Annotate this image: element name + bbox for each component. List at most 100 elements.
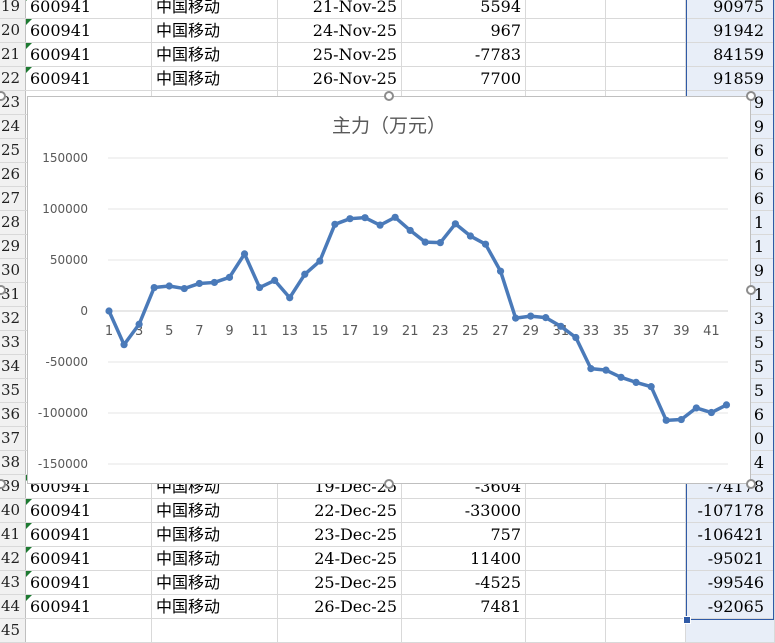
stock-name-cell[interactable]: 中国移动 [152, 547, 278, 570]
row-number[interactable]: 41 [0, 523, 26, 546]
row-number[interactable]: 27 [0, 187, 26, 210]
empty-cell[interactable] [606, 571, 686, 594]
row-number[interactable]: 38 [0, 451, 26, 474]
row-number[interactable]: 34 [0, 355, 26, 378]
chart-resize-handle-right[interactable] [746, 285, 756, 295]
row-number[interactable]: 36 [0, 403, 26, 426]
value-cell[interactable]: -4525 [402, 571, 526, 594]
chart-resize-handle-bottom-right[interactable] [746, 479, 756, 489]
empty-cell[interactable] [526, 595, 606, 618]
empty-cell[interactable] [526, 19, 606, 42]
date-cell[interactable]: 22-Dec-25 [278, 499, 402, 522]
date-cell[interactable]: 26-Dec-25 [278, 595, 402, 618]
empty-cell[interactable] [606, 619, 686, 642]
value-cell[interactable]: 7481 [402, 595, 526, 618]
stock-name-cell[interactable]: 中国移动 [152, 19, 278, 42]
row-number[interactable]: 39 [0, 475, 26, 498]
stock-code-cell[interactable]: 600941 [26, 595, 152, 618]
cumulative-cell[interactable] [686, 619, 775, 642]
empty-cell[interactable] [606, 475, 686, 498]
stock-code-cell[interactable]: 600941 [26, 547, 152, 570]
cumulative-cell[interactable]: -106421 [686, 523, 775, 546]
cumulative-cell[interactable]: 91859 [686, 67, 775, 90]
row-number[interactable]: 43 [0, 571, 26, 594]
stock-name-cell[interactable]: 中国移动 [152, 499, 278, 522]
row-number[interactable]: 30 [0, 259, 26, 282]
row-number[interactable]: 28 [0, 211, 26, 234]
row-number[interactable]: 19 [0, 0, 26, 18]
row-number[interactable]: 32 [0, 307, 26, 330]
chart-resize-handle-bottom[interactable] [384, 479, 394, 489]
row-number[interactable]: 45 [0, 619, 26, 642]
embedded-chart[interactable]: 主力（万元） 150000 100000 50000 0 -50000 -100000 -1… [27, 96, 751, 484]
empty-cell[interactable] [526, 547, 606, 570]
empty-cell[interactable] [606, 523, 686, 546]
date-cell[interactable]: 23-Dec-25 [278, 523, 402, 546]
value-cell[interactable]: 11400 [402, 547, 526, 570]
stock-code-cell[interactable]: 600941 [26, 571, 152, 594]
value-cell[interactable]: -7783 [402, 43, 526, 66]
stock-name-cell[interactable]: 中国移动 [152, 571, 278, 594]
chart-resize-handle-top[interactable] [384, 91, 394, 101]
chart-resize-handle-left[interactable] [0, 285, 6, 295]
date-cell[interactable]: 25-Dec-25 [278, 571, 402, 594]
empty-cell[interactable] [526, 523, 606, 546]
stock-name-cell[interactable] [152, 619, 278, 642]
row-number[interactable]: 22 [0, 67, 26, 90]
row-number[interactable]: 26 [0, 163, 26, 186]
row-number[interactable]: 25 [0, 139, 26, 162]
stock-code-cell[interactable]: 600941 [26, 499, 152, 522]
empty-cell[interactable] [606, 595, 686, 618]
cumulative-cell[interactable]: -107178 [686, 499, 775, 522]
empty-cell[interactable] [526, 571, 606, 594]
stock-name-cell[interactable]: 中国移动 [152, 67, 278, 90]
cumulative-cell[interactable]: 90975 [686, 0, 775, 18]
chart-resize-handle-bottom-left[interactable] [0, 479, 6, 489]
value-cell[interactable] [402, 619, 526, 642]
cumulative-cell[interactable]: -92065 [686, 595, 775, 618]
row-number[interactable]: 40 [0, 499, 26, 522]
empty-cell[interactable] [526, 475, 606, 498]
value-cell[interactable]: 7700 [402, 67, 526, 90]
date-cell[interactable]: 21-Nov-25 [278, 0, 402, 18]
empty-cell[interactable] [606, 43, 686, 66]
empty-cell[interactable] [526, 43, 606, 66]
cumulative-cell[interactable]: 91942 [686, 19, 775, 42]
row-number[interactable]: 42 [0, 547, 26, 570]
stock-name-cell[interactable]: 中国移动 [152, 43, 278, 66]
date-cell[interactable]: 24-Dec-25 [278, 547, 402, 570]
row-number[interactable]: 29 [0, 235, 26, 258]
empty-cell[interactable] [606, 67, 686, 90]
stock-code-cell[interactable]: 600941 [26, 523, 152, 546]
fill-handle[interactable] [683, 616, 691, 624]
empty-cell[interactable] [606, 547, 686, 570]
stock-name-cell[interactable]: 中国移动 [152, 595, 278, 618]
row-number[interactable]: 20 [0, 19, 26, 42]
stock-code-cell[interactable]: 600941 [26, 67, 152, 90]
stock-name-cell[interactable]: 中国移动 [152, 0, 278, 18]
row-number[interactable]: 37 [0, 427, 26, 450]
row-number[interactable]: 33 [0, 331, 26, 354]
row-number[interactable]: 35 [0, 379, 26, 402]
empty-cell[interactable] [526, 0, 606, 18]
stock-name-cell[interactable]: 中国移动 [152, 523, 278, 546]
value-cell[interactable]: -33000 [402, 499, 526, 522]
date-cell[interactable] [278, 619, 402, 642]
date-cell[interactable]: 26-Nov-25 [278, 67, 402, 90]
empty-cell[interactable] [526, 619, 606, 642]
stock-code-cell[interactable]: 600941 [26, 19, 152, 42]
row-number[interactable]: 24 [0, 115, 26, 138]
empty-cell[interactable] [606, 499, 686, 522]
value-cell[interactable]: 5594 [402, 0, 526, 18]
empty-cell[interactable] [606, 0, 686, 18]
empty-cell[interactable] [526, 67, 606, 90]
date-cell[interactable]: 24-Nov-25 [278, 19, 402, 42]
cumulative-cell[interactable]: -99546 [686, 571, 775, 594]
value-cell[interactable]: 967 [402, 19, 526, 42]
chart-resize-handle-top-left[interactable] [0, 91, 6, 101]
stock-code-cell[interactable]: 600941 [26, 0, 152, 18]
empty-cell[interactable] [606, 19, 686, 42]
cumulative-cell[interactable]: 84159 [686, 43, 775, 66]
row-number[interactable]: 44 [0, 595, 26, 618]
cumulative-cell[interactable]: -95021 [686, 547, 775, 570]
